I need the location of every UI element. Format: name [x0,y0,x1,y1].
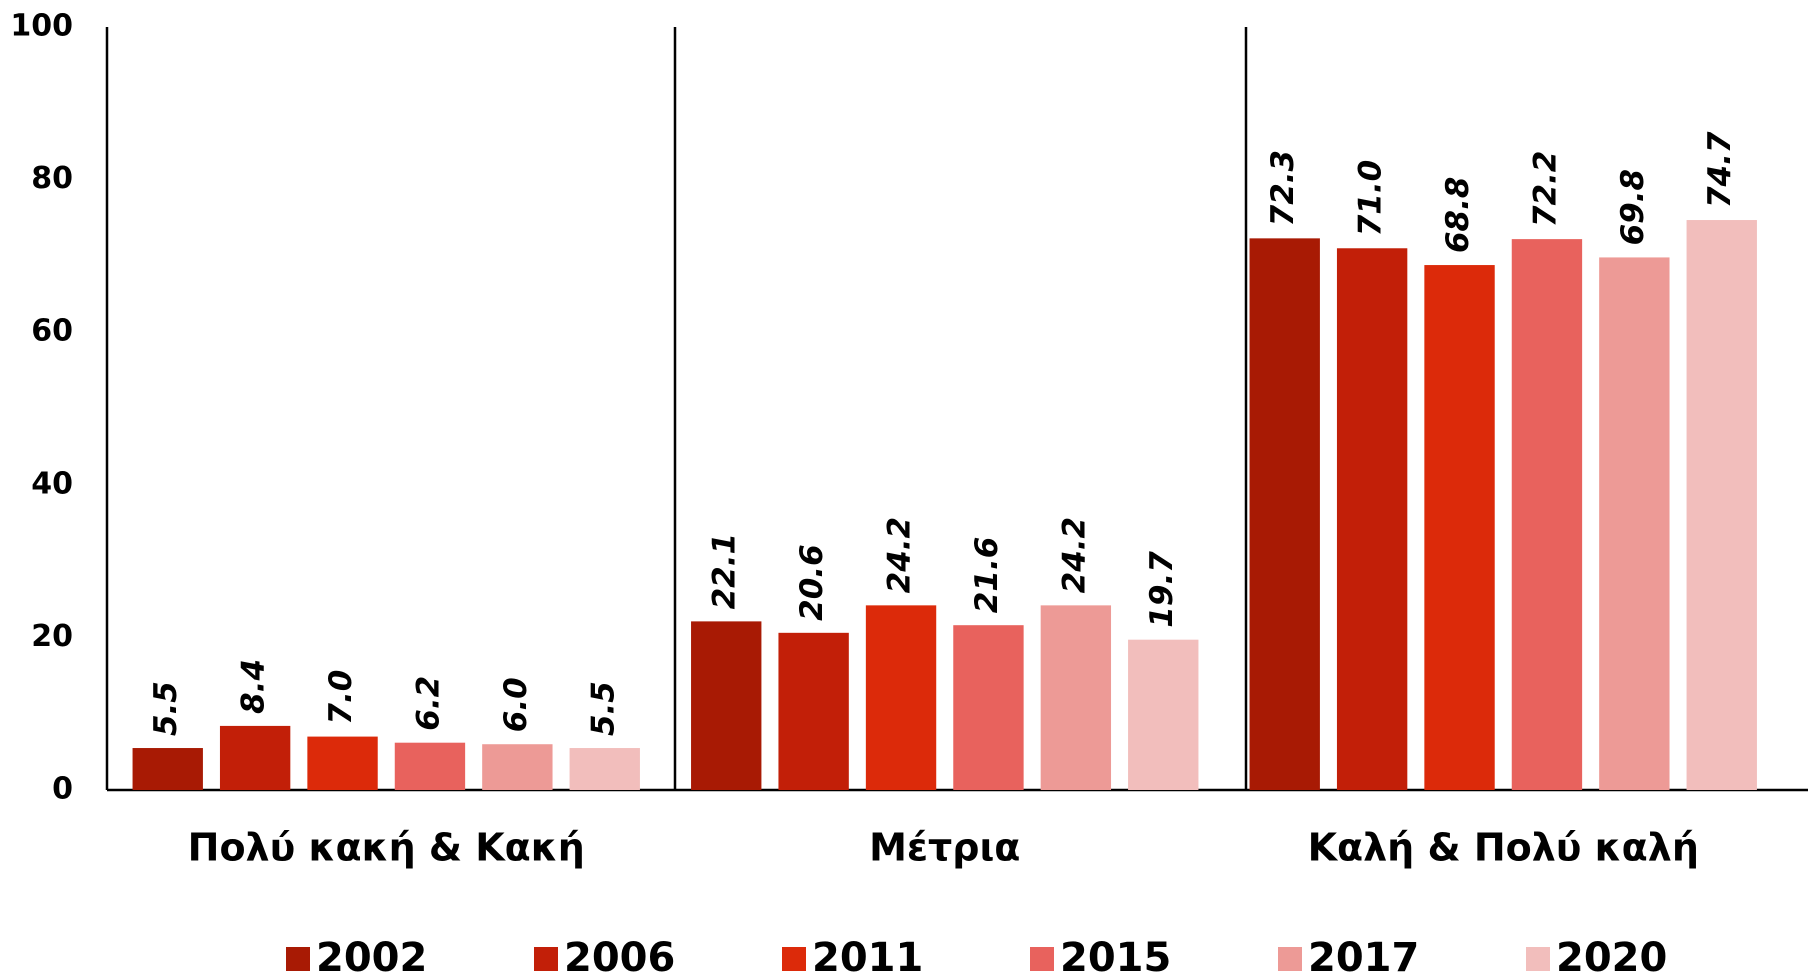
data-label: 6.2 [410,676,446,731]
data-label: 74.7 [1702,131,1738,208]
data-label: 5.5 [585,681,621,736]
bar [1599,257,1670,790]
legend-swatch [1030,947,1054,971]
data-label: 68.8 [1440,177,1476,254]
data-label: 24.2 [1056,517,1092,594]
data-label: 20.6 [794,544,830,621]
bar [132,748,203,790]
data-label: 71.0 [1353,160,1389,237]
data-label: 69.8 [1615,169,1651,246]
data-label: 5.5 [148,681,184,736]
data-label: 24.2 [882,517,918,594]
data-label: 21.6 [969,537,1005,614]
bar [691,621,762,790]
y-tick-label: 100 [10,9,73,44]
legend-swatch [286,947,310,971]
bar [953,625,1024,790]
y-tick-label: 20 [31,619,73,654]
bar [219,725,291,790]
bar [482,744,553,790]
data-label: 72.3 [1265,150,1301,227]
legend-label: 2011 [812,935,923,980]
bar [1424,265,1495,790]
legend-label: 2020 [1556,935,1667,980]
data-label: 19.7 [1144,551,1180,628]
y-tick-label: 80 [31,161,73,196]
bar [865,605,937,790]
legend-label: 2017 [1308,935,1419,980]
data-label: 72.2 [1527,151,1563,228]
bar [1511,239,1583,790]
bar [1128,639,1199,790]
legend-label: 2015 [1060,935,1171,980]
bar [569,748,640,790]
bar [394,742,466,790]
bar [778,632,849,790]
data-label: 22.1 [707,533,743,610]
data-label: 7.0 [323,670,359,725]
legend-swatch [534,947,558,971]
bar [1686,220,1757,790]
legend-label: 2002 [316,935,427,980]
x-tick-label: Καλή & Πολύ καλή [1308,826,1699,870]
bar [1336,248,1408,790]
x-tick-label: Μέτρια [869,826,1020,870]
y-tick-label: 0 [52,772,73,807]
legend-swatch [1526,947,1550,971]
legend-swatch [1278,947,1302,971]
legend-label: 2006 [564,935,675,980]
bar [1040,605,1112,790]
legend-swatch [782,947,806,971]
bar [1249,238,1320,790]
data-label: 8.4 [236,659,272,714]
y-tick-label: 60 [31,314,73,349]
y-tick-label: 40 [31,466,73,501]
bar [307,736,378,790]
x-tick-label: Πολύ κακή & Κακή [188,826,585,870]
data-label: 6.0 [498,677,534,732]
